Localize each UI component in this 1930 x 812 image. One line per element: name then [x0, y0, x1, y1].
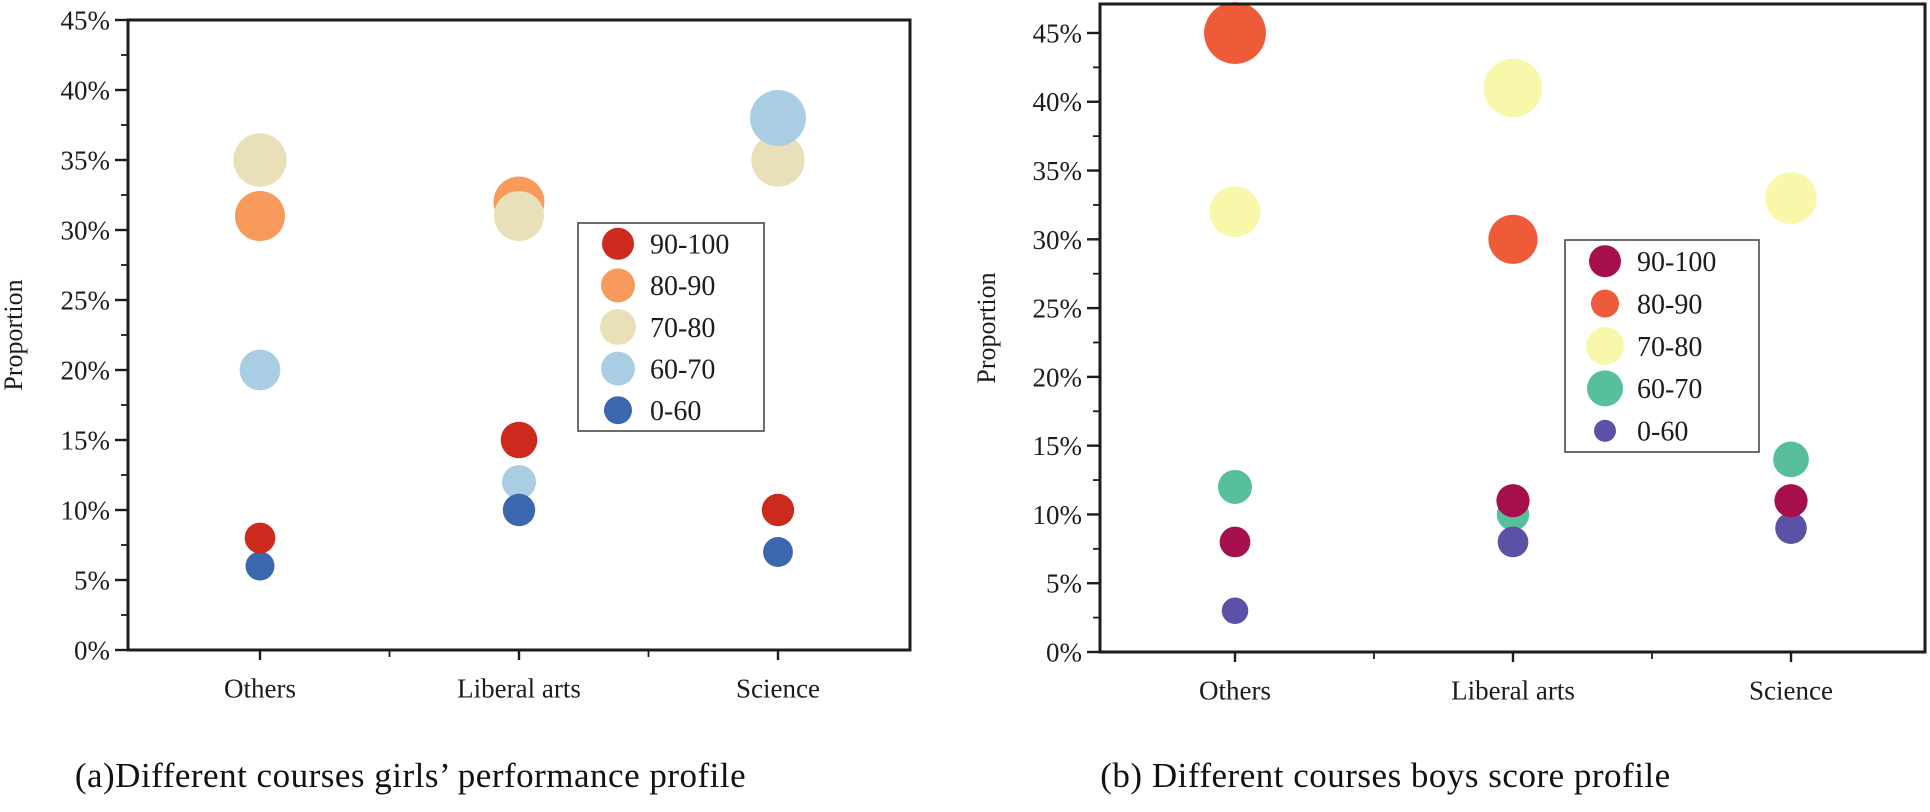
bubble-90-100-Liberal arts	[1496, 484, 1530, 518]
bubble-0-60-Science	[1775, 512, 1807, 544]
y-tick-label: 5%	[74, 565, 110, 595]
girls-chart-panel: 0% 5% 10% 15% 20% 25% 30% 35% 40% 45% Others Libera…	[0, 5, 912, 795]
y-tick-label: 30%	[61, 215, 111, 245]
legend-swatch-0-60	[604, 396, 632, 425]
bubble-60-70-Science	[1773, 441, 1809, 478]
y-tick-label: 35%	[61, 145, 111, 175]
x-category-label: Science	[1749, 675, 1833, 705]
x-category-label: Others	[1199, 675, 1271, 705]
legend-label: 80-90	[1637, 289, 1702, 320]
y-tick-label: 40%	[1033, 87, 1083, 117]
y-tick-label: 0%	[1046, 637, 1082, 667]
legend-label: 70-80	[1637, 332, 1702, 363]
y-tick-label: 20%	[1033, 362, 1083, 392]
bubble-60-70-Science	[750, 90, 806, 146]
bubble-70-80-Others	[233, 133, 287, 187]
legend-label: 80-90	[650, 271, 715, 302]
x-category-label: Liberal arts	[1451, 675, 1575, 705]
legend-swatch-60-70	[601, 351, 635, 386]
bubble-60-70-Others	[239, 349, 281, 391]
bubble-90-100-Others	[1219, 526, 1251, 558]
y-tick-label: 30%	[1033, 225, 1083, 255]
legend-swatch-90-100	[1589, 245, 1621, 278]
y-axis-title: Proportion	[972, 272, 1001, 383]
y-tick-label: 25%	[1033, 294, 1083, 324]
bubble-90-100-Others	[244, 522, 276, 554]
boys-bubble-chart-canvas: 0% 5% 10% 15% 20% 25% 30% 35% 40% 45% Others Libera…	[972, 2, 1927, 705]
bubble-80-90-Others	[1204, 2, 1266, 64]
bubble-60-70-Others	[1217, 469, 1253, 504]
bubble-90-100-Science	[1774, 484, 1808, 518]
legend-label: 60-70	[650, 354, 715, 385]
y-tick-label: 45%	[1033, 18, 1083, 48]
legend-swatch-80-90	[1591, 289, 1619, 318]
bubble-70-80-Science	[751, 133, 805, 187]
y-tick-label: 20%	[61, 355, 111, 385]
legend-swatch-90-100	[602, 227, 634, 260]
bubble-80-90-Liberal arts	[1488, 214, 1538, 264]
bubble-70-80-Science	[1765, 172, 1817, 224]
y-axis-title: Proportion	[0, 279, 28, 390]
boys-chart-panel: 0% 5% 10% 15% 20% 25% 30% 35% 40% 45% Others Libera…	[965, 0, 1930, 812]
bubble-0-60-Others	[1221, 597, 1249, 624]
bubble-90-100-Liberal arts	[500, 421, 538, 459]
legend-label: 90-100	[1637, 247, 1716, 278]
bubble-0-60-Liberal arts	[1497, 526, 1529, 558]
legend-swatch-80-90	[601, 268, 635, 303]
y-tick-label: 45%	[61, 5, 111, 35]
y-tick-label: 5%	[1046, 569, 1082, 599]
bubble-0-60-Others	[245, 551, 275, 581]
legend-swatch-70-80	[600, 309, 636, 345]
legend-label: 70-80	[650, 313, 715, 344]
bubble-0-60-Science	[763, 537, 793, 567]
plot-frame	[126, 18, 912, 652]
y-tick-label: 25%	[61, 285, 111, 315]
boys-chart-caption: (b) Different courses boys score profile	[1100, 756, 1671, 795]
bubble-70-80-Others	[1209, 186, 1261, 238]
bubble-80-90-Others	[234, 190, 286, 242]
y-tick-label: 10%	[61, 495, 111, 525]
legend-label: 90-100	[650, 230, 729, 261]
legend-label: 60-70	[1637, 374, 1702, 405]
legend-label: 0-60	[650, 396, 701, 427]
y-tick-label: 15%	[61, 425, 111, 455]
bubble-90-100-Science	[761, 493, 795, 527]
bubble-60-70-Liberal arts	[501, 464, 537, 500]
bubble-0-60-Liberal arts	[502, 493, 536, 527]
plot-frame	[1098, 2, 1927, 654]
girls-chart-caption: (a)Different courses girls’ performance …	[74, 756, 747, 795]
x-category-label: Science	[736, 673, 820, 703]
legend-swatch-60-70	[1587, 370, 1623, 407]
y-tick-label: 10%	[1033, 500, 1083, 530]
y-tick-label: 15%	[1033, 431, 1083, 461]
x-category-label: Liberal arts	[457, 673, 581, 703]
y-tick-label: 35%	[1033, 156, 1083, 186]
y-tick-label: 40%	[61, 75, 111, 105]
legend-swatch-70-80	[1586, 327, 1624, 365]
legend-swatch-0-60	[1594, 419, 1616, 442]
legend-label: 0-60	[1637, 417, 1688, 448]
bubble-70-80-Liberal arts	[1483, 58, 1543, 118]
x-category-label: Others	[224, 673, 296, 703]
y-tick-label: 0%	[74, 635, 110, 665]
girls-bubble-chart-canvas: 0% 5% 10% 15% 20% 25% 30% 35% 40% 45% Others Libera…	[0, 5, 912, 703]
bubble-70-80-Liberal arts	[493, 190, 545, 242]
